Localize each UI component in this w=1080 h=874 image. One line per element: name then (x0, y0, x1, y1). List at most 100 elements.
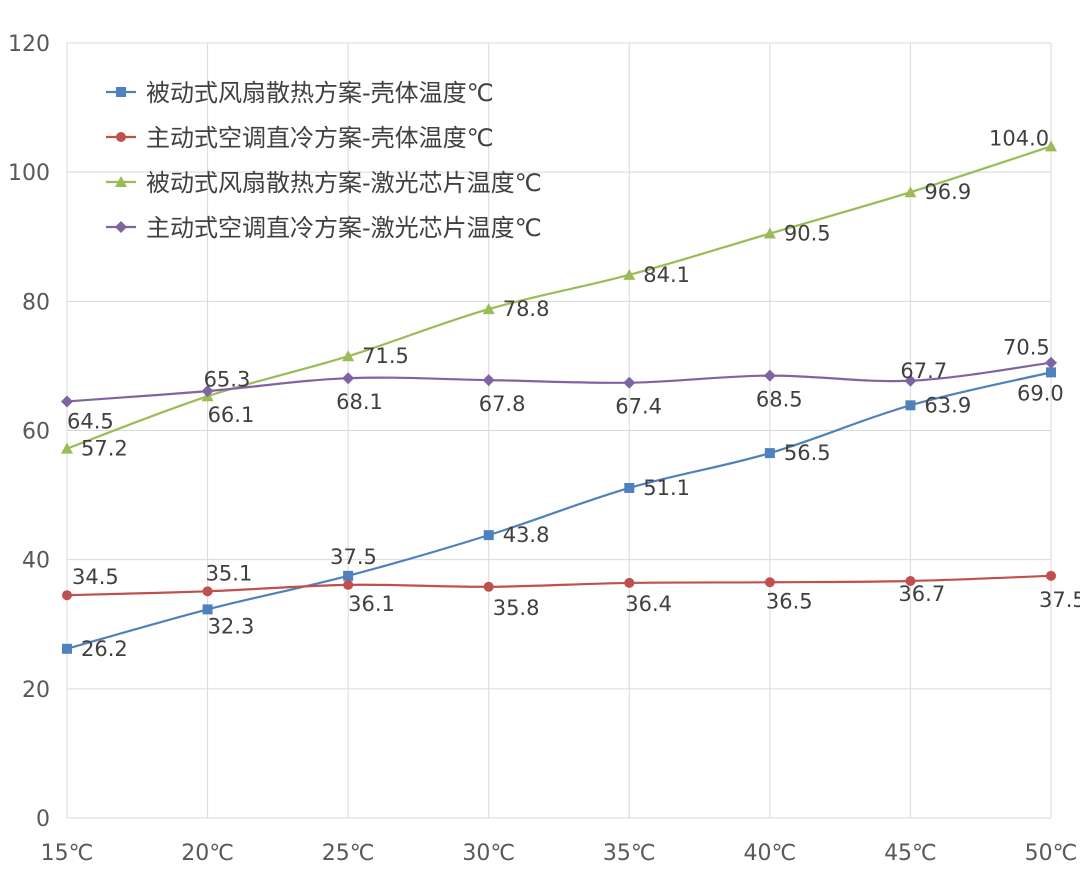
y-tick-label: 0 (36, 807, 50, 832)
data-label-passive-laser: 65.3 (204, 367, 251, 391)
data-point-passive-housing (62, 643, 72, 654)
y-tick-label: 20 (22, 678, 50, 703)
legend-label: 被动式风扇散热方案-壳体温度℃ (146, 79, 494, 107)
data-point-passive-housing (202, 604, 213, 615)
series-line-passive-housing (66, 371, 1052, 650)
y-tick-label: 60 (22, 420, 50, 445)
legend-marker (116, 87, 126, 97)
y-tick-label: 120 (8, 32, 50, 57)
data-point-active-housing (202, 586, 213, 597)
x-axis-ticks: 15℃ 20℃ 25℃ 30℃ 35℃ 40℃ 45℃ 50℃ (41, 841, 1078, 866)
x-tick-label: 35℃ (603, 841, 656, 866)
data-point-passive-housing (624, 482, 635, 493)
data-label-passive-laser: 78.8 (503, 297, 550, 321)
data-point-active-laser (1045, 356, 1057, 369)
data-label-active-housing: 36.4 (625, 592, 672, 616)
y-tick-label: 100 (8, 161, 50, 186)
data-point-passive-housing (1046, 367, 1056, 378)
data-point-passive-housing (483, 530, 494, 541)
data-label-active-laser: 67.8 (479, 392, 526, 416)
data-label-passive-housing: 51.1 (643, 476, 690, 500)
data-point-passive-housing (764, 448, 775, 459)
data-label-active-housing: 34.5 (72, 565, 119, 589)
data-point-active-laser (623, 376, 636, 389)
data-label-passive-housing: 43.8 (503, 523, 550, 547)
data-point-active-laser (763, 369, 776, 382)
series-line-passive-laser (66, 145, 1052, 450)
legend-label: 被动式风扇散热方案-激光芯片温度℃ (146, 169, 542, 197)
data-labels: 26.2 32.3 37.5 43.8 51.1 56.5 63.9 69.0 34.5 35.1… (67, 126, 1080, 660)
data-label-passive-housing: 37.5 (330, 545, 377, 569)
data-point-active-housing (1046, 570, 1056, 581)
legend-item-passive-housing: 被动式风扇散热方案-壳体温度℃ (106, 79, 494, 107)
data-label-passive-laser: 57.2 (81, 437, 128, 461)
series-markers (61, 140, 1057, 654)
data-label-passive-laser: 71.5 (362, 344, 409, 368)
x-tick-label: 50℃ (1025, 841, 1078, 866)
legend-marker (115, 176, 127, 187)
data-point-passive-laser (482, 303, 495, 315)
data-label-passive-laser: 84.1 (643, 263, 690, 287)
legend-item-passive-laser: 被动式风扇散热方案-激光芯片温度℃ (106, 169, 542, 197)
data-point-active-laser (482, 374, 495, 387)
data-point-active-housing (905, 575, 916, 586)
x-tick-label: 15℃ (41, 841, 94, 866)
legend-label: 主动式空调直冷方案-壳体温度℃ (146, 124, 494, 152)
x-tick-label: 25℃ (322, 841, 375, 866)
data-point-active-housing (764, 577, 775, 588)
series-line-active-laser (66, 361, 1052, 403)
data-label-active-housing: 37.5 (1039, 588, 1080, 612)
legend-label: 主动式空调直冷方案-激光芯片温度℃ (146, 214, 542, 242)
data-label-passive-housing: 69.0 (1017, 381, 1064, 405)
legend-marker (116, 132, 126, 142)
data-label-passive-housing: 56.5 (784, 441, 831, 465)
series-lines (66, 145, 1052, 650)
data-point-active-laser (342, 372, 355, 385)
data-point-active-housing (62, 590, 72, 601)
data-label-passive-housing: 32.3 (208, 614, 255, 638)
x-tick-label: 20℃ (181, 841, 234, 866)
data-label-active-housing: 35.8 (493, 596, 540, 620)
data-point-passive-laser (623, 268, 636, 280)
data-label-active-laser: 70.5 (1003, 336, 1050, 360)
grid (66, 42, 1052, 819)
data-label-active-laser: 67.4 (615, 395, 662, 419)
legend: 被动式风扇散热方案-壳体温度℃ 主动式空调直冷方案-壳体温度℃ 被动式风扇散热方案-… (106, 79, 542, 242)
data-label-active-laser: 67.7 (900, 359, 947, 383)
data-point-active-laser (904, 374, 917, 387)
data-point-passive-laser (342, 350, 355, 362)
data-point-passive-laser (763, 227, 776, 239)
data-label-active-laser: 66.1 (208, 403, 255, 427)
x-tick-label: 30℃ (462, 841, 515, 866)
data-point-active-housing (483, 581, 494, 592)
data-point-active-housing (343, 579, 354, 590)
x-tick-label: 45℃ (884, 841, 937, 866)
data-label-passive-housing: 63.9 (924, 393, 971, 417)
data-point-passive-housing (343, 570, 354, 581)
data-point-active-housing (624, 577, 635, 588)
legend-marker (115, 221, 127, 233)
y-tick-label: 40 (22, 549, 50, 574)
data-point-active-laser (201, 385, 214, 398)
data-point-passive-housing (905, 400, 916, 411)
data-label-active-housing: 35.1 (206, 561, 253, 585)
y-tick-label: 80 (22, 290, 50, 315)
data-point-active-laser (61, 395, 73, 408)
data-label-active-housing: 36.1 (348, 592, 395, 616)
data-label-active-laser: 68.5 (756, 388, 803, 412)
data-point-passive-laser (904, 186, 917, 198)
data-point-passive-laser (61, 442, 73, 454)
data-label-active-housing: 36.7 (898, 582, 945, 606)
y-axis-ticks: 0 20 40 60 80 100 120 (8, 32, 50, 832)
data-label-active-laser: 64.5 (67, 409, 114, 433)
legend-item-active-housing: 主动式空调直冷方案-壳体温度℃ (106, 124, 494, 152)
data-label-passive-housing: 26.2 (81, 637, 128, 661)
data-label-active-housing: 36.5 (766, 589, 813, 613)
x-tick-label: 40℃ (744, 841, 797, 866)
legend-item-active-laser: 主动式空调直冷方案-激光芯片温度℃ (106, 214, 542, 242)
data-label-passive-laser: 96.9 (924, 180, 971, 204)
data-label-passive-laser: 90.5 (784, 222, 831, 246)
series-line-active-housing (66, 574, 1052, 597)
data-label-passive-laser: 104.0 (989, 126, 1049, 150)
